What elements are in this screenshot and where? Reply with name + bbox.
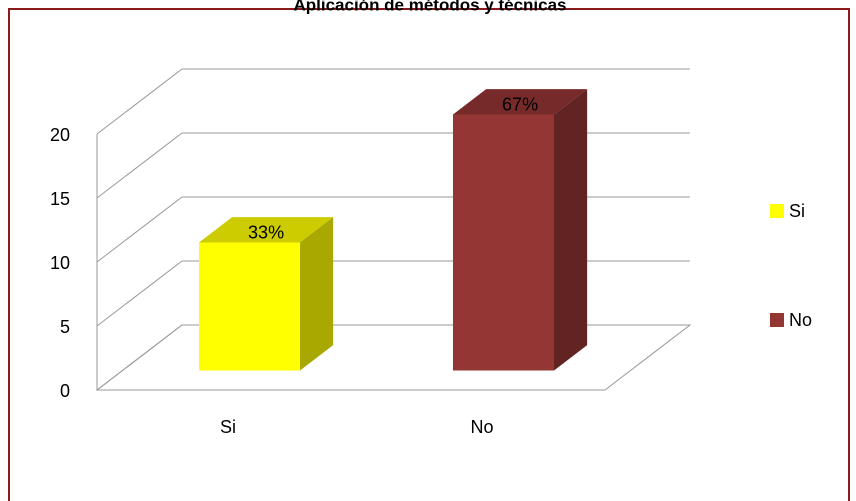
bar-side: [554, 89, 588, 371]
grid-line: [96, 260, 183, 327]
x-tick-label: Si: [220, 417, 236, 437]
grid-line: [96, 132, 183, 199]
data-label: 33%: [248, 223, 284, 243]
legend-label: No: [789, 310, 812, 330]
y-tick-label: 20: [50, 125, 70, 145]
bar: [453, 114, 554, 371]
legend-label: Si: [789, 201, 805, 221]
chart-title: Aplicación de métodos y técnicas: [293, 0, 566, 14]
grid-line: [96, 68, 183, 135]
x-tick-label: No: [470, 417, 493, 437]
grid-line: [96, 324, 183, 391]
y-tick-label: 5: [60, 317, 70, 337]
chart-frame: [8, 8, 850, 501]
legend-swatch: [770, 313, 784, 327]
bar: [199, 242, 300, 371]
data-label: 67%: [502, 95, 538, 115]
y-tick-label: 0: [60, 381, 70, 401]
bar-top: [453, 89, 588, 115]
y-tick-label: 10: [50, 253, 70, 273]
legend-swatch: [770, 204, 784, 218]
grid-line: [96, 196, 183, 263]
bar-side: [300, 217, 334, 371]
y-tick-label: 15: [50, 189, 70, 209]
bar-top: [199, 217, 334, 243]
